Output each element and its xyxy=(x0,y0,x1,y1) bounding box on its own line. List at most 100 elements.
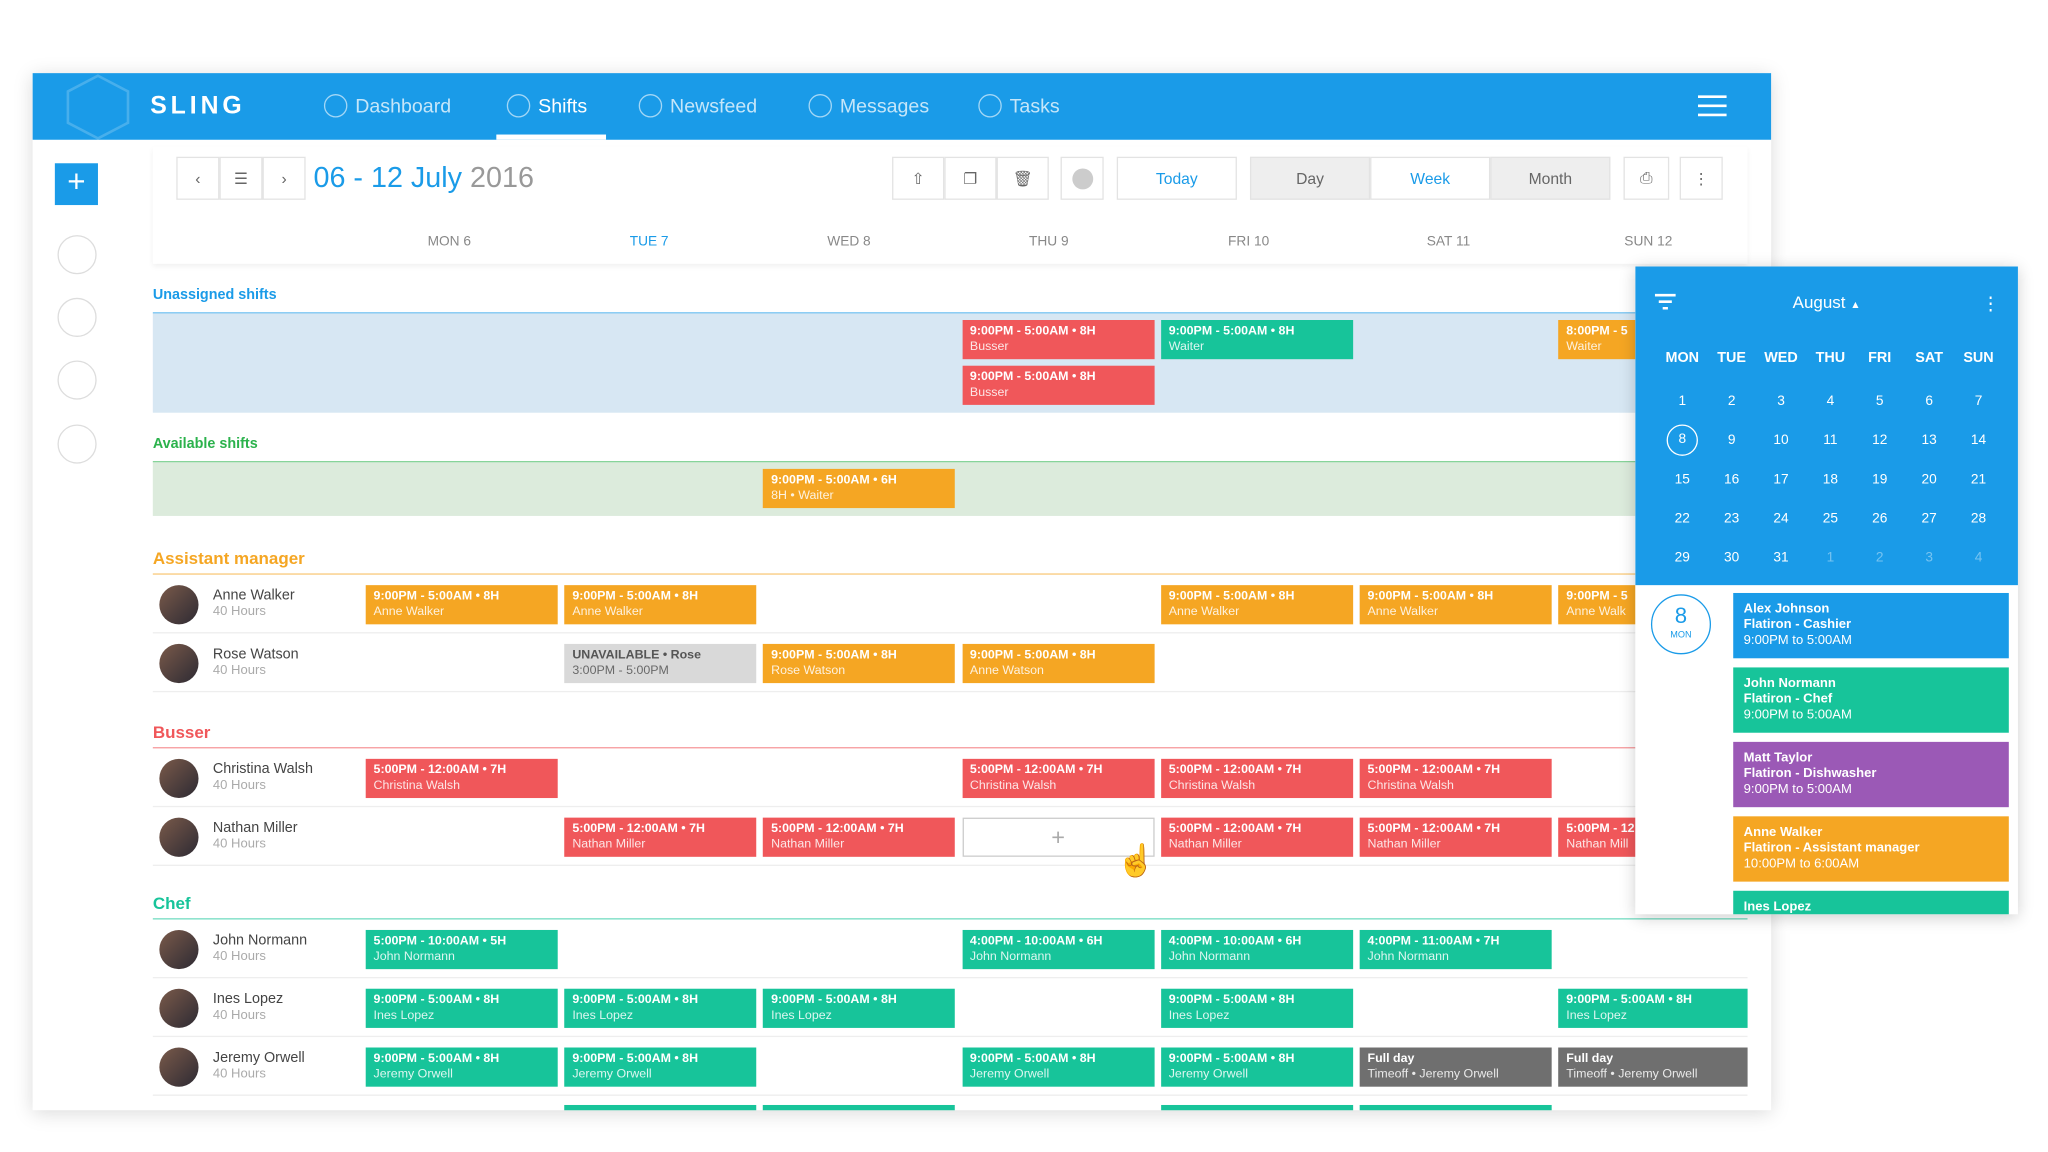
calendar-date[interactable]: 19 xyxy=(1872,471,1888,488)
list-button[interactable]: ☰ xyxy=(219,156,263,200)
calendar-date[interactable]: 6 xyxy=(1925,393,1933,409)
nav-item[interactable]: Messages xyxy=(808,94,929,118)
next-button[interactable]: › xyxy=(262,156,306,200)
copy-button[interactable]: ❐ xyxy=(944,156,997,200)
shift-block[interactable]: 9:00PM - 5:00AM • 8H Anne Walker xyxy=(1160,585,1353,625)
agenda-event[interactable]: Matt Taylor Flatiron - Dishwasher 9:00PM t… xyxy=(1733,741,2009,808)
shift-block[interactable]: 9:00PM - 5:00AM • 8H Anne Walker xyxy=(365,585,558,625)
shift-block[interactable]: UNAVAILABLE • Rose 3:00PM - 5:00PM xyxy=(564,643,757,684)
shift-block[interactable]: 5:00PM - 12:00AM • 7H Nathan Miller xyxy=(1160,817,1353,857)
shift-block[interactable]: Full day Timeoff • Jeremy Orwell xyxy=(1359,1047,1552,1087)
calendar-date[interactable]: 31 xyxy=(1773,549,1789,566)
shift-block[interactable]: 5:00PM - 10:00AM • 5H John Normann xyxy=(365,929,558,970)
agenda-event[interactable]: John Normann Flatiron - Chef 9:00PM to 5:0… xyxy=(1733,667,2009,733)
view-button[interactable]: Day xyxy=(1249,156,1371,200)
shift-block[interactable]: 4:00PM - 11:00AM • 7H John Normann xyxy=(1359,929,1552,970)
calendar-date[interactable]: 12 xyxy=(1872,432,1888,448)
calendar-date[interactable]: 24 xyxy=(1773,510,1789,527)
side-icon[interactable] xyxy=(57,360,97,400)
calendar-date[interactable]: 20 xyxy=(1921,471,1937,488)
shift-block[interactable]: 5:00PM - 12:00AM • 7H Nathan Miller xyxy=(564,817,757,857)
calendar-date[interactable]: 1 xyxy=(1826,549,1835,566)
calendar-date[interactable]: 3 xyxy=(1777,393,1785,409)
shift-block[interactable]: 5:00PM - 12:00AM • 7H Christina Walsh xyxy=(365,758,558,799)
calendar-date[interactable]: 26 xyxy=(1872,510,1888,527)
calendar-date[interactable]: 30 xyxy=(1724,549,1740,566)
agenda-event[interactable]: Alex Johnson Flatiron - Cashier 9:00PM to … xyxy=(1733,592,2009,659)
calendar-date[interactable]: 4 xyxy=(1826,393,1835,409)
calendar-date[interactable]: 13 xyxy=(1921,432,1937,448)
shift-block[interactable]: 5:00PM - 12:00AM • 7H Nathan Miller xyxy=(1359,817,1552,857)
today-button[interactable]: Today xyxy=(1116,156,1237,200)
shift-block[interactable]: 9:00PM - 5:00AM • 8H Ines Lopez xyxy=(1160,988,1353,1028)
calendar-date[interactable]: 15 xyxy=(1674,471,1690,488)
calendar-date[interactable]: 23 xyxy=(1724,510,1740,527)
shift-block[interactable]: 9:00PM - 5:00AM • 8H Ines Lopez xyxy=(564,988,757,1028)
shift-block[interactable]: 9:00PM - 5:00AM • 8H Waiter xyxy=(1160,319,1353,360)
calendar-date[interactable]: 17 xyxy=(1773,471,1789,488)
shift-block[interactable]: 9:00PM - 5:00AM • 8H Anne Walker xyxy=(1359,585,1552,625)
delete-button[interactable]: 🗑 xyxy=(996,156,1049,200)
calendar-date[interactable]: 14 xyxy=(1970,432,1987,448)
calendar-date[interactable]: 8 xyxy=(1666,424,1698,456)
calendar-date[interactable]: 7 xyxy=(1974,393,1983,409)
calendar-date[interactable]: 25 xyxy=(1822,510,1839,527)
shift-block[interactable]: 9:00PM - 5:00AM • 8H Jeremy Orwell xyxy=(365,1047,558,1087)
shift-block[interactable]: 5:00PM - 12:00AM • 7H Nathan Miller xyxy=(763,817,956,857)
calendar-date[interactable]: 4 xyxy=(1974,549,1983,566)
shift-block[interactable]: 9:00PM - 5:00AM • 8H Ines Lopez xyxy=(1558,988,1748,1028)
calendar-date[interactable]: 18 xyxy=(1822,471,1839,488)
shift-block[interactable]: 9:00PM - 5:00AM • 8H Busser xyxy=(962,319,1155,360)
shift-block[interactable]: 9:00PM - 5:00AM • 6H 8H • Waiter xyxy=(763,468,956,509)
calendar-date[interactable]: 28 xyxy=(1970,510,1987,527)
shift-block[interactable]: 5:00PM - 12:00AM • 7H Christina Walsh xyxy=(1160,758,1353,799)
shift-block[interactable]: Full day Timeoff • Jeremy Orwell xyxy=(1558,1047,1748,1087)
record-button[interactable] xyxy=(1060,156,1104,200)
calendar-date[interactable]: 11 xyxy=(1823,432,1838,448)
side-icon[interactable] xyxy=(57,297,97,337)
shift-block[interactable]: + xyxy=(962,817,1155,857)
calendar-date[interactable]: 29 xyxy=(1674,549,1690,566)
nav-item[interactable]: Newsfeed xyxy=(638,94,757,118)
shift-block[interactable]: 9:00PM - 5:00AM • 8H Anne Walker xyxy=(564,585,757,625)
calendar-date[interactable]: 1 xyxy=(1678,393,1687,409)
side-icon[interactable] xyxy=(57,424,97,464)
view-button[interactable]: Week xyxy=(1370,156,1491,200)
nav-item[interactable]: Dashboard xyxy=(323,94,451,118)
calendar-date[interactable]: 21 xyxy=(1970,471,1987,488)
shift-block[interactable]: 4:00PM - 10:00AM • 6H John Normann xyxy=(962,929,1155,970)
side-icon[interactable] xyxy=(57,235,97,275)
shift-block[interactable]: 5:00PM - 12:00AM • 7H Christina Walsh xyxy=(1359,758,1552,799)
calendar-date[interactable]: 5 xyxy=(1875,393,1884,409)
calendar-date[interactable]: 3 xyxy=(1925,549,1933,566)
filter-icon[interactable] xyxy=(1654,293,1676,311)
shift-block[interactable]: 9:00PM - 5:00AM • 8H Ines Lopez xyxy=(763,988,956,1028)
calendar-date[interactable]: 9 xyxy=(1727,432,1736,448)
shift-block[interactable]: 9:00PM - 5:00AM • 8H Anne Watson xyxy=(962,643,1155,684)
nav-item[interactable]: Shifts xyxy=(506,94,587,118)
add-button[interactable]: + xyxy=(54,163,98,206)
shift-block[interactable]: 9:00PM - 5:00AM • 8H Jeremy Orwell xyxy=(1160,1047,1353,1087)
calendar-date[interactable]: 27 xyxy=(1921,510,1937,527)
more-button[interactable]: ⋮ xyxy=(1679,156,1723,200)
upload-button[interactable]: ⇧ xyxy=(892,156,945,200)
menu-icon[interactable] xyxy=(1697,94,1727,118)
agenda-event[interactable]: Anne Walker Flatiron - Assistant manager 1… xyxy=(1733,816,2009,882)
calendar-date[interactable]: 22 xyxy=(1674,510,1690,527)
nav-item[interactable]: Tasks xyxy=(978,94,1060,118)
more-icon[interactable]: ⋮ xyxy=(1981,292,2000,314)
agenda-event[interactable]: Ines Lopez xyxy=(1733,890,2009,915)
prev-button[interactable]: ‹ xyxy=(176,156,220,200)
print-button[interactable]: ⎙ xyxy=(1623,156,1670,200)
shift-block[interactable]: 9:00PM - 5:00AM • 8H Jeremy Orwell xyxy=(564,1047,757,1087)
shift-block[interactable]: 5:00PM - 12:00AM • 7H Christina Walsh xyxy=(962,758,1155,799)
calendar-date[interactable]: 16 xyxy=(1724,471,1740,488)
shift-block[interactable]: 4:00PM - 10:00AM • 6H John Normann xyxy=(1160,929,1353,970)
shift-block[interactable]: 9:00PM - 5:00AM • 8H Rose Watson xyxy=(763,643,956,684)
calendar-date[interactable]: 2 xyxy=(1727,393,1736,409)
shift-block[interactable]: 9:00PM - 5:00AM • 8H Jeremy Orwell xyxy=(962,1047,1155,1087)
shift-block[interactable]: 9:00PM - 5:00AM • 8H Ines Lopez xyxy=(365,988,558,1028)
shift-block[interactable]: 9:00PM - 5:00AM • 8H Busser xyxy=(962,365,1155,405)
calendar-date[interactable]: 2 xyxy=(1875,549,1884,566)
view-button[interactable]: Month xyxy=(1490,156,1611,200)
